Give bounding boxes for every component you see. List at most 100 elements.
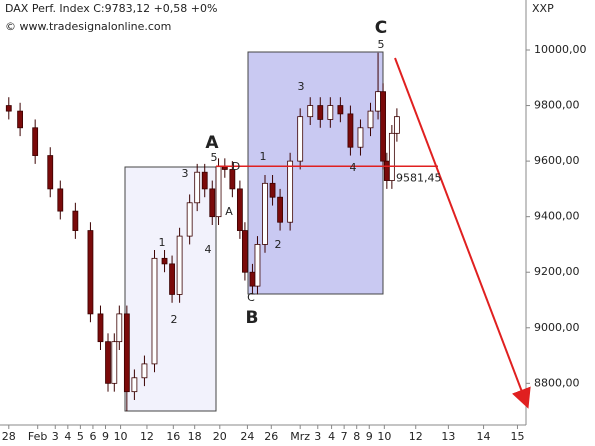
candle-body <box>72 210 79 231</box>
candle-body <box>229 169 236 190</box>
trend-arrow <box>394 57 531 409</box>
wave-label: C <box>375 18 387 38</box>
candle-body <box>57 188 64 212</box>
candle-body <box>383 160 390 181</box>
chart-title: DAX Perf. Index C:9783,12 +0,58 +0% <box>5 2 217 15</box>
candle-body <box>262 182 268 245</box>
wave-label: D <box>232 160 240 173</box>
y-tick-label: 9000,00 <box>534 321 580 334</box>
x-tick-label: 12 <box>140 430 154 443</box>
candle-body <box>375 91 381 112</box>
x-tick-label: 9 <box>366 430 373 443</box>
candle-body <box>357 127 364 148</box>
x-tick-label: 5 <box>77 430 84 443</box>
candle-body <box>176 235 183 295</box>
x-tick-label: 10 <box>114 430 128 443</box>
candle-body <box>87 230 94 315</box>
x-tick-label: 16 <box>166 430 180 443</box>
x-tick-label: 12 <box>409 430 423 443</box>
candle-body <box>105 341 111 384</box>
candle-body <box>161 257 168 265</box>
x-tick-label: 26 <box>264 430 278 443</box>
candle-body <box>47 155 54 190</box>
x-tick-label: 28 <box>2 430 16 443</box>
candle-body <box>317 105 324 120</box>
wave-label: 4 <box>350 161 357 174</box>
wave-box <box>247 51 384 295</box>
wave-label: A <box>225 205 233 218</box>
wave-label: 5 <box>378 38 385 51</box>
candle-body <box>287 160 294 223</box>
candle-body <box>254 244 261 287</box>
candle-body <box>116 313 123 343</box>
y-tick-label: 9200,00 <box>534 265 580 278</box>
wave-label: B <box>246 308 259 328</box>
x-tick-label: 10 <box>377 430 391 443</box>
candle-body <box>393 116 400 134</box>
x-tick-label: 4 <box>328 430 335 443</box>
candle-body <box>337 105 344 115</box>
x-tick-label: 7 <box>341 430 348 443</box>
wave-label: 5 <box>211 151 218 164</box>
x-tick-label: 15 <box>510 430 524 443</box>
candle-body <box>277 196 283 223</box>
y-tick-label: 9800,00 <box>534 99 580 112</box>
x-tick-label: 13 <box>441 430 455 443</box>
x-tick-label: 4 <box>64 430 71 443</box>
watermark: © www.tradesignalonline.com <box>5 20 171 33</box>
candle-body <box>236 188 243 231</box>
candle-body <box>327 105 334 120</box>
y-tick-label: 9400,00 <box>534 210 580 223</box>
x-tick-label: 8 <box>353 430 360 443</box>
y-tick-label: 9600,00 <box>534 154 580 167</box>
candle-body <box>209 188 216 218</box>
x-tick-label: 9 <box>102 430 109 443</box>
wave-label: 3 <box>182 167 189 180</box>
candle-body <box>242 230 248 273</box>
candle-body <box>97 313 104 343</box>
candle-body <box>215 166 222 218</box>
x-tick-label: 6 <box>89 430 96 443</box>
candle-body <box>5 105 12 112</box>
wave-label: 2 <box>275 238 282 251</box>
candle-body <box>269 182 276 198</box>
wave-label: 1 <box>159 236 166 249</box>
y-tick-label: 8800,00 <box>534 376 580 389</box>
x-tick-label: Feb <box>28 430 47 443</box>
wave-label: 1 <box>260 150 267 163</box>
candle-body <box>221 166 228 170</box>
candle-body <box>380 91 386 162</box>
candle-body <box>169 263 175 295</box>
wave-label: 2 <box>171 313 178 326</box>
x-tick-label: 14 <box>477 430 491 443</box>
candle-body <box>151 257 158 365</box>
x-tick-label: 24 <box>240 430 254 443</box>
candle-body <box>297 116 304 162</box>
x-tick-label: 3 <box>52 430 59 443</box>
candle-body <box>388 132 395 181</box>
candle-body <box>367 110 374 129</box>
candle-body <box>186 202 193 237</box>
candle-body <box>111 341 118 384</box>
x-tick-label: 18 <box>188 430 202 443</box>
y-tick-label: 10000,00 <box>534 43 587 56</box>
candle-body <box>194 171 201 204</box>
candle-body <box>17 110 23 129</box>
candle-body <box>32 127 39 156</box>
level-label: 9581,45 <box>396 171 442 184</box>
x-tick-label: Mrz <box>290 430 310 443</box>
wave-label: C <box>247 291 255 304</box>
x-tick-label: 3 <box>314 430 321 443</box>
x-tick-label: 20 <box>213 430 227 443</box>
wave-label: A <box>205 133 219 153</box>
axis-label: XXP <box>532 2 554 15</box>
wave-label: 3 <box>298 80 305 93</box>
candle-body <box>307 105 314 118</box>
candle-body <box>131 377 138 393</box>
candle-body <box>347 113 354 148</box>
candle-body <box>249 271 256 287</box>
candle-body <box>141 363 148 379</box>
candle-body <box>123 313 130 393</box>
candle-body <box>201 171 208 190</box>
